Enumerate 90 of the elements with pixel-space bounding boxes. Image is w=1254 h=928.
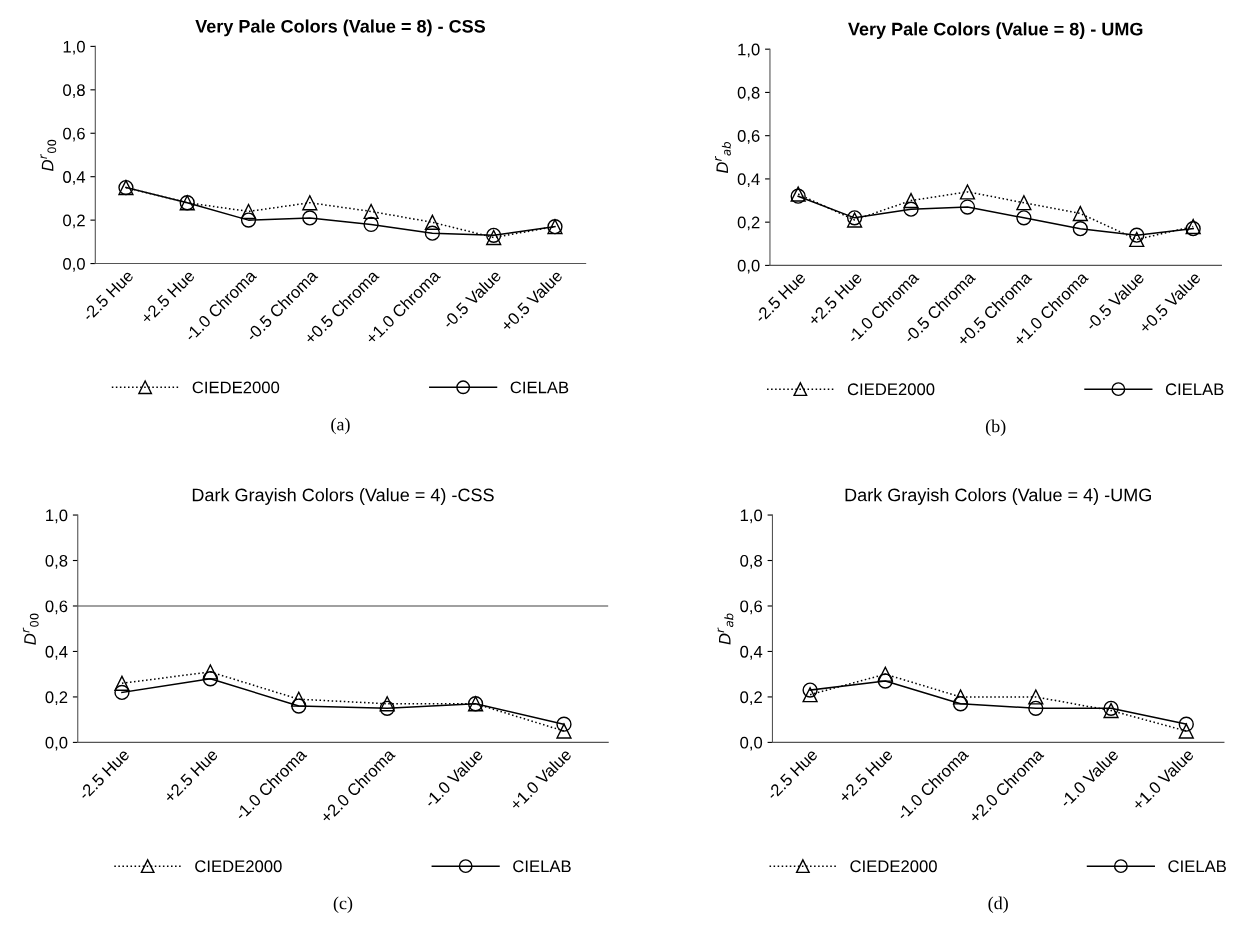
y-tick-label: 0,8 xyxy=(737,86,760,101)
y-axis-title: D$^{r}$$_{ab}$ xyxy=(717,613,734,645)
x-tick-label: +2.5 Hue xyxy=(163,748,219,804)
chart-title: Very Pale Colors (Value = 8) - CSS xyxy=(195,19,486,37)
point xyxy=(363,216,379,233)
x-tick-label: -2.5 Hue xyxy=(753,271,807,324)
y-axis-title: D$^{r}$$_{00}$ xyxy=(22,613,39,645)
y-axis-title: D$^{r}$$_{00}$ xyxy=(40,139,57,171)
y-tick-label: 0,2 xyxy=(45,691,68,706)
point xyxy=(1129,227,1145,243)
y-tick-label: 0,6 xyxy=(740,600,763,615)
legend-label: CIEDE2000 xyxy=(850,860,937,873)
point xyxy=(114,684,130,701)
point xyxy=(302,210,318,226)
point xyxy=(240,203,257,220)
point xyxy=(1178,723,1194,739)
legend-label: CIELAB xyxy=(510,381,569,394)
point xyxy=(959,184,976,200)
point xyxy=(379,700,395,716)
chart-title: Dark Grayish Colors (Value = 4) -UMG xyxy=(845,488,1151,505)
point xyxy=(202,664,218,680)
point xyxy=(959,199,976,215)
point xyxy=(952,689,969,705)
y-tick-label: 0,6 xyxy=(63,127,85,142)
legend-label: CIELAB xyxy=(513,860,571,873)
text: (d) xyxy=(988,896,1008,913)
x-tick-label: -2.5 Hue xyxy=(77,748,131,801)
point xyxy=(903,192,919,209)
point xyxy=(556,716,572,732)
legend-label: CIEDE2000 xyxy=(192,381,280,394)
point xyxy=(802,687,818,703)
point xyxy=(379,696,395,712)
chart-title: Very Pale Colors (Value = 8) - UMG xyxy=(848,22,1143,40)
point xyxy=(424,214,441,230)
text: (c) xyxy=(333,896,353,913)
point xyxy=(903,201,919,217)
point xyxy=(291,698,307,714)
y-axis-title: D$^{r}$$_{ab}$ xyxy=(715,142,731,174)
x-tick-label: +2.5 Hue xyxy=(139,269,196,325)
y-tick-label: 0,4 xyxy=(737,173,760,188)
y-tick-label: 0,0 xyxy=(45,736,68,751)
point xyxy=(1016,195,1032,211)
point xyxy=(424,225,441,241)
x-tick-label: -2.5 Hue xyxy=(765,748,819,801)
y-tick-label: 0,8 xyxy=(740,554,763,569)
legend-label: CIEDE2000 xyxy=(195,860,282,873)
point xyxy=(1016,210,1032,226)
y-tick-label: 0,4 xyxy=(63,171,86,185)
text: (a) xyxy=(331,417,350,435)
y-tick-label: 0,8 xyxy=(63,84,85,98)
point xyxy=(363,203,379,220)
x-tick-label: +2.5 Hue xyxy=(807,271,863,327)
point xyxy=(1028,689,1044,705)
y-tick-label: 0,0 xyxy=(740,736,763,751)
y-tick-label: 0,0 xyxy=(63,257,85,272)
point xyxy=(1072,205,1088,222)
legend-label: CIELAB xyxy=(1168,860,1226,873)
y-tick-label: 1,0 xyxy=(740,509,763,524)
y-tick-label: 1,0 xyxy=(63,40,85,55)
point xyxy=(240,212,257,228)
y-tick-label: 1,0 xyxy=(738,43,760,58)
point xyxy=(291,691,307,707)
y-tick-label: 0,4 xyxy=(45,645,68,660)
point xyxy=(202,671,218,687)
x-tick-label: +2.5 Hue xyxy=(838,748,894,804)
y-tick-label: 1,0 xyxy=(46,509,68,524)
legend-label: CIELAB xyxy=(1165,383,1224,396)
text: (b) xyxy=(985,419,1006,436)
point xyxy=(877,673,893,689)
point xyxy=(952,696,969,712)
y-tick-label: 0,2 xyxy=(740,691,762,706)
y-tick-label: 0,6 xyxy=(737,130,760,144)
point xyxy=(1178,716,1194,732)
y-tick-label: 0,2 xyxy=(63,214,85,229)
point xyxy=(1028,700,1044,716)
y-tick-label: 0,8 xyxy=(45,554,68,569)
legend-label: CIEDE2000 xyxy=(847,383,935,396)
point xyxy=(302,195,318,211)
point xyxy=(877,666,893,682)
chart-title: Dark Grayish Colors (Value = 4) -CSS xyxy=(192,488,494,505)
point xyxy=(114,675,130,691)
y-tick-label: 0,4 xyxy=(740,645,763,660)
y-tick-label: 0,2 xyxy=(737,216,760,231)
y-tick-label: 0,6 xyxy=(45,600,68,615)
point xyxy=(556,723,572,739)
x-tick-label: -2.5 Hue xyxy=(85,271,135,319)
point xyxy=(802,682,818,698)
point xyxy=(1072,221,1088,237)
y-tick-label: 0,0 xyxy=(737,259,760,274)
point xyxy=(1129,231,1145,248)
